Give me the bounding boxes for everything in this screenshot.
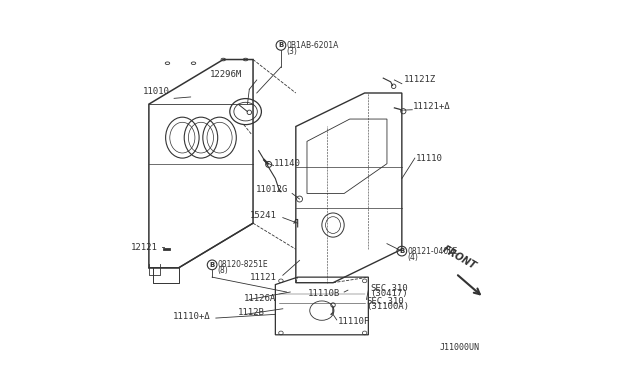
Text: 11121: 11121 <box>250 273 277 282</box>
Text: 11010: 11010 <box>143 87 170 96</box>
Text: 11126A: 11126A <box>244 294 276 303</box>
Text: (3): (3) <box>287 47 298 56</box>
Text: FRONT: FRONT <box>441 244 478 272</box>
Text: 11121Z: 11121Z <box>404 76 436 84</box>
Text: 1112B: 1112B <box>237 308 264 317</box>
Text: 12121: 12121 <box>131 243 158 252</box>
Text: 15241: 15241 <box>250 211 277 220</box>
Text: B: B <box>278 42 284 48</box>
Text: 08121-040LE: 08121-040LE <box>408 247 458 256</box>
Text: 11110+Δ: 11110+Δ <box>173 312 211 321</box>
Text: B: B <box>209 262 215 268</box>
Text: 12296M: 12296M <box>210 70 242 79</box>
Text: SEC.310: SEC.310 <box>370 284 408 293</box>
Text: (8): (8) <box>218 266 228 275</box>
Text: 11140: 11140 <box>273 159 300 168</box>
Text: (30417): (30417) <box>370 289 408 298</box>
Text: 11110B: 11110B <box>308 289 340 298</box>
Text: 0B1AB-6201A: 0B1AB-6201A <box>287 41 339 50</box>
Text: 11110F: 11110F <box>338 317 370 326</box>
Text: J11000UN: J11000UN <box>440 343 479 352</box>
Text: (31100A): (31100A) <box>367 302 410 311</box>
Text: 11012G: 11012G <box>256 185 289 194</box>
Text: 11110: 11110 <box>416 154 443 163</box>
Text: (4): (4) <box>408 253 419 262</box>
Text: SEC.310: SEC.310 <box>367 297 404 306</box>
Text: 08120-8251E: 08120-8251E <box>218 260 268 269</box>
Text: B: B <box>399 248 404 254</box>
Text: 11121+Δ: 11121+Δ <box>413 102 451 110</box>
